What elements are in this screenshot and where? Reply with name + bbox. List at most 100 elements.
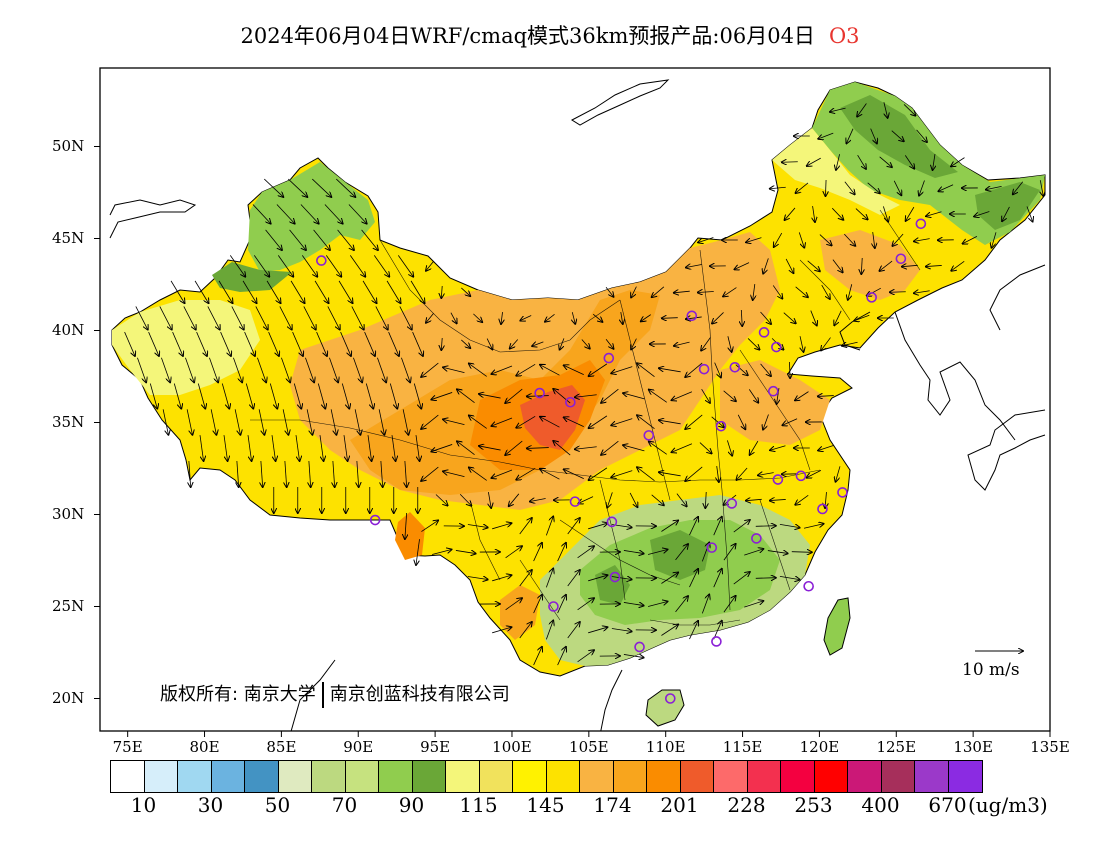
copyright-text-2: 南京创蓝科技有限公司: [329, 684, 510, 705]
color-bar-label: 70: [331, 793, 358, 817]
station-marker: [726, 498, 738, 509]
color-bar-swatch: [915, 761, 949, 792]
mid-zone-west: [112, 300, 260, 395]
lat-label-35N: 35N: [52, 412, 85, 431]
station-marker: [915, 218, 927, 230]
station-marker: [817, 503, 828, 515]
station-marker: [837, 487, 848, 498]
station-marker: [729, 361, 741, 373]
color-bar: [110, 760, 983, 793]
color-bar-label: 201: [660, 793, 699, 817]
copyright-separator: [321, 682, 324, 708]
color-bar-swatch: [211, 761, 245, 792]
station-marker: [686, 310, 698, 322]
map-frame: [99, 67, 1051, 732]
station-marker: [606, 516, 618, 528]
lon-label-95E: 95E: [420, 738, 451, 756]
peak-zone-maximum: [520, 385, 585, 450]
lon-label-115E: 115E: [722, 738, 763, 756]
station-marker: [316, 255, 327, 266]
lon-label-105E: 105E: [569, 738, 609, 756]
station-marker: [569, 496, 581, 507]
station-marker: [534, 387, 545, 399]
color-bar-label: 10: [130, 793, 157, 817]
station-marker: [795, 470, 807, 482]
station-marker: [698, 363, 710, 375]
color-bar-label: 90: [398, 793, 425, 817]
color-bar-swatch: [647, 761, 681, 792]
color-bar-label: 115: [459, 793, 498, 817]
lat-label-45N: 45N: [52, 228, 85, 247]
color-bar-label: 30: [197, 793, 224, 817]
low-zone-tianshan: [212, 262, 292, 292]
taiwan-island: [823, 597, 851, 656]
color-bar-swatch: [613, 761, 647, 792]
station-marker: [634, 641, 645, 653]
wind-reference-label: 10 m/s: [962, 660, 1020, 680]
color-bar-unit: (ug/m3): [968, 793, 1048, 817]
station-marker: [771, 341, 782, 353]
lon-label-125E: 125E: [876, 738, 917, 756]
axis-ticks: [94, 146, 1051, 737]
color-bar-swatch: [178, 761, 212, 792]
color-bar-label: 228: [727, 793, 766, 817]
lat-label-50N: 50N: [52, 136, 85, 155]
color-bar-label: 253: [794, 793, 833, 817]
title-text: 2024年06月04日WRF/cmaq模式36km预报产品:06月04日: [240, 24, 815, 48]
station-marker: [758, 327, 770, 338]
wind-vector-field: [124, 102, 1044, 666]
lat-label-20N: 20N: [52, 688, 85, 707]
mid-zone-ne: [772, 128, 900, 215]
lon-label-100E: 100E: [492, 738, 532, 756]
color-bar-swatch: [546, 761, 580, 792]
lon-label-85E: 85E: [266, 738, 297, 756]
station-marker: [895, 253, 907, 265]
station-marker: [768, 385, 779, 397]
color-bar-label: 145: [526, 793, 565, 817]
color-bar-swatch: [412, 761, 446, 792]
color-bar-swatch: [278, 761, 312, 792]
lon-label-130E: 130E: [953, 738, 993, 756]
color-bar-swatch: [513, 761, 547, 792]
color-bar-swatch: [881, 761, 915, 792]
color-bar-label: 50: [264, 793, 291, 817]
station-marker: [665, 693, 676, 704]
color-bar-swatch: [814, 761, 848, 792]
lat-label-40N: 40N: [52, 320, 85, 339]
color-bar-swatch: [580, 761, 614, 792]
neighbour-coastlines: [109, 79, 1046, 731]
color-bar-label: 670: [928, 793, 967, 817]
station-marker: [548, 601, 559, 612]
hainan-island: [645, 689, 685, 727]
lon-label-80E: 80E: [189, 738, 220, 756]
color-bar-swatch: [245, 761, 279, 792]
station-marker: [369, 514, 381, 526]
lon-label-110E: 110E: [645, 738, 686, 756]
station-markers: [316, 218, 927, 704]
color-bar-swatch: [446, 761, 480, 792]
lat-label-25N: 25N: [52, 596, 85, 615]
species-label: O3: [828, 24, 860, 48]
lon-label-90E: 90E: [343, 738, 374, 756]
lon-label-135E: 135E: [1030, 738, 1070, 756]
station-marker: [715, 420, 727, 432]
color-bar-swatch: [680, 761, 714, 792]
color-bar-label: 400: [861, 793, 900, 817]
station-marker: [711, 636, 722, 647]
color-bar-swatch: [714, 761, 748, 792]
color-bar-swatch: [312, 761, 346, 792]
copyright-text: 版权所有: 南京大学: [160, 684, 316, 705]
station-marker: [609, 571, 621, 583]
color-bar-swatch: [848, 761, 882, 792]
color-bar-swatch: [379, 761, 413, 792]
lon-label-120E: 120E: [799, 738, 840, 756]
station-marker: [866, 292, 877, 303]
station-marker: [603, 352, 615, 364]
station-marker: [643, 430, 655, 441]
color-bar-swatch: [948, 761, 982, 792]
copyright-notice: 版权所有: 南京大学 南京创蓝科技有限公司: [160, 680, 510, 708]
station-marker: [803, 580, 814, 592]
color-bar-label: 174: [593, 793, 632, 817]
peak-zone-tibet: [395, 512, 425, 560]
